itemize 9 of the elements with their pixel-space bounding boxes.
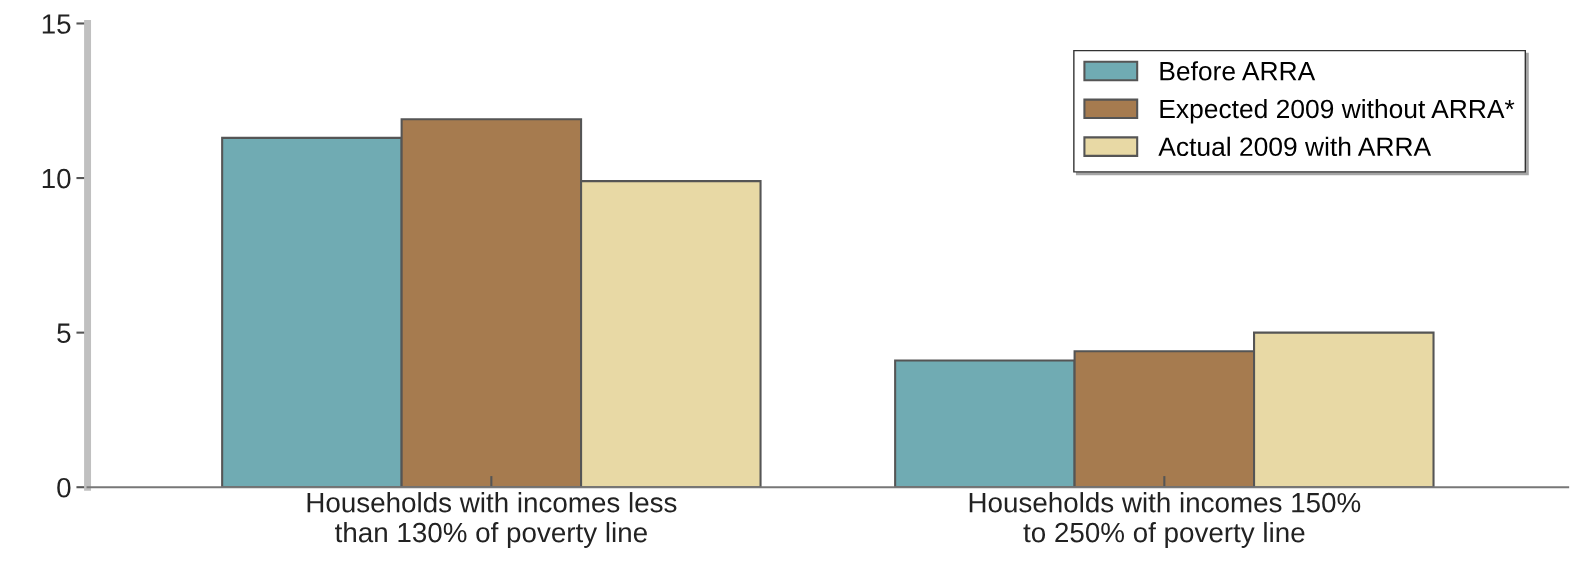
y-tick-label: 10 <box>42 168 71 189</box>
legend-label: Before ARRA <box>1160 61 1316 81</box>
x-tick-label: Households with incomes less than 130% of poverty line <box>307 492 677 548</box>
y-tick-label: 15 <box>42 14 71 34</box>
y-tick-label: 5 <box>57 323 71 343</box>
legend-label: Actual 2009 with ARRA <box>1158 136 1432 157</box>
x-tick-label: Households with incomes 150% to 250% of poverty line <box>969 492 1361 548</box>
legend-label: Expected 2009 without ARRA* <box>1160 98 1515 124</box>
y-tick-label: 0 <box>57 477 71 498</box>
